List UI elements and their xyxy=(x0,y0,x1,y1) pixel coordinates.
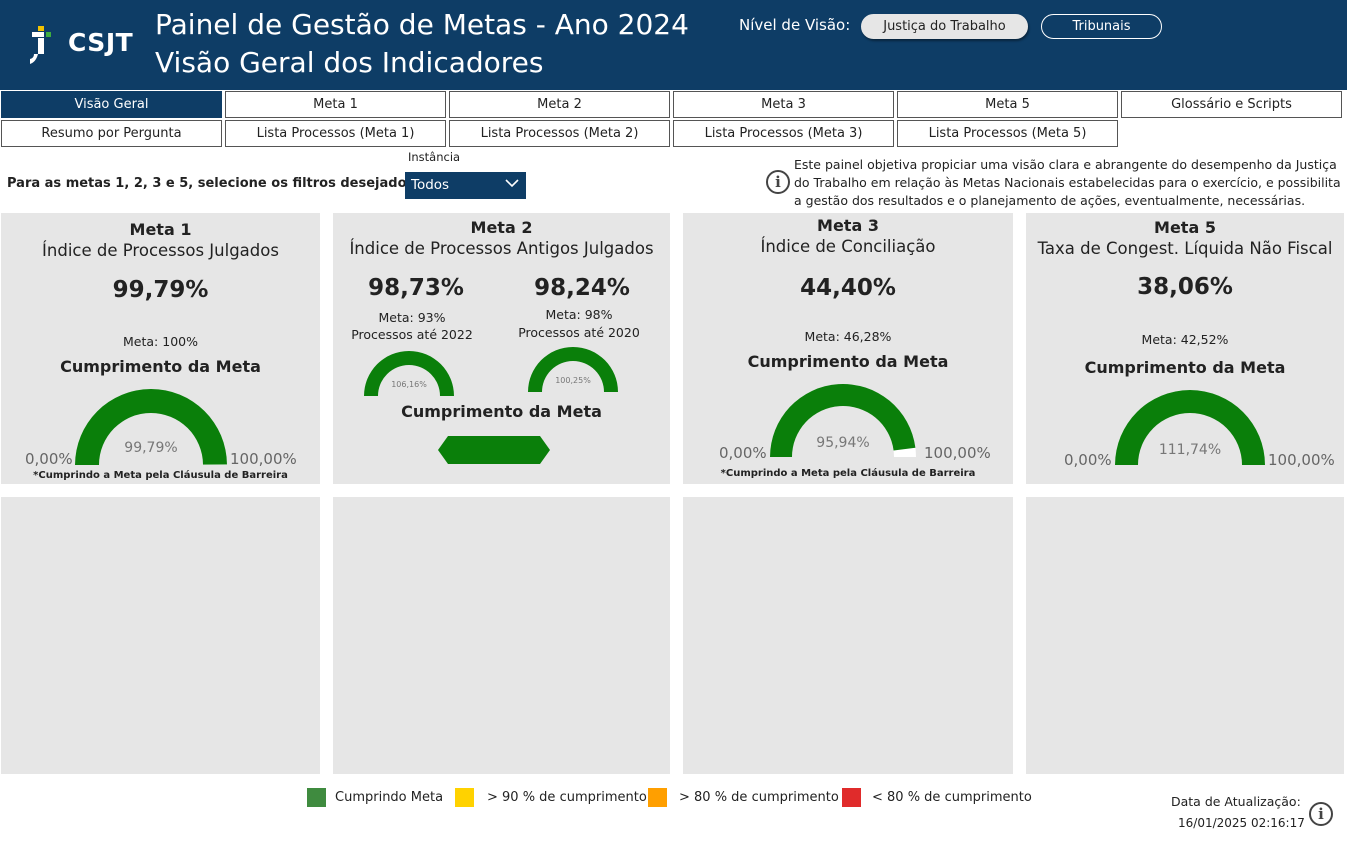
nivel-visao-label: Nível de Visão: xyxy=(739,16,851,34)
meta-5-value: 38,06% xyxy=(1137,274,1233,300)
meta-5-axis-max: 100,00% xyxy=(1268,451,1335,469)
tab-resumo-pergunta[interactable]: Resumo por Pergunta xyxy=(1,120,222,147)
empty-panel-4 xyxy=(1026,497,1344,774)
meta-2a-gauge-value: 106,16% xyxy=(391,380,427,389)
tab-meta-5[interactable]: Meta 5 xyxy=(897,91,1118,118)
legend-label: > 80 % de cumprimento xyxy=(679,790,839,805)
filter-label: Para as metas 1, 2, 3 e 5, selecione os … xyxy=(7,176,420,191)
page-subtitle: Visão Geral dos Indicadores xyxy=(155,46,544,79)
meta-1-note: *Cumprindo a Meta pela Cláusula de Barre… xyxy=(33,470,288,481)
meta-3-gauge xyxy=(770,384,916,457)
tab-meta-3[interactable]: Meta 3 xyxy=(673,91,894,118)
meta-2b-gauge xyxy=(528,347,618,392)
page-title: Painel de Gestão de Metas - Ano 2024 xyxy=(155,8,689,41)
csjt-logo-mark-icon xyxy=(30,26,51,64)
tab-lista-meta-3[interactable]: Lista Processos (Meta 3) xyxy=(673,120,894,147)
info-icon[interactable]: i xyxy=(766,170,790,194)
tab-lista-meta-2[interactable]: Lista Processos (Meta 2) xyxy=(449,120,670,147)
panel-description: Este painel objetiva propiciar uma visão… xyxy=(794,157,1341,208)
logo-text: CSJT xyxy=(68,28,134,57)
meta-5-subtitle: Taxa de Congest. Líquida Não Fiscal xyxy=(1037,239,1333,258)
meta-2b-target: Meta: 98% xyxy=(545,307,613,322)
meta-3-title: Meta 3 xyxy=(817,216,879,235)
meta-2b-processos: Processos até 2020 xyxy=(518,325,640,340)
meta-2-cumprimento-label: Cumprimento da Meta xyxy=(401,402,602,421)
tab-lista-meta-1[interactable]: Lista Processos (Meta 1) xyxy=(225,120,446,147)
tab-visao-geral[interactable]: Visão Geral xyxy=(1,91,222,118)
header-bar: CSJT Painel de Gestão de Metas - Ano 202… xyxy=(0,0,1347,90)
meta-1-axis-min: 0,00% xyxy=(25,450,73,468)
meta-1-value: 99,79% xyxy=(112,277,209,303)
instancia-value: Todos xyxy=(411,177,450,193)
meta-1-gauge-value: 99,79% xyxy=(124,440,178,456)
meta-1-axis-max: 100,00% xyxy=(230,450,297,468)
meta-3-subtitle: Índice de Conciliação xyxy=(760,237,936,256)
csjt-logo: CSJT xyxy=(30,18,134,68)
meta-2a-gauge xyxy=(364,351,454,396)
meta-3-axis-min: 0,00% xyxy=(719,444,767,462)
meta-2-subtitle: Índice de Processos Antigos Julgados xyxy=(349,239,654,258)
meta-5-title: Meta 5 xyxy=(1154,218,1216,237)
instancia-dropdown[interactable]: Todos xyxy=(405,172,526,199)
card-meta-2: Meta 2 Índice de Processos Antigos Julga… xyxy=(333,213,670,484)
legend-label: Cumprindo Meta xyxy=(335,790,444,805)
meta-2b-value: 98,24% xyxy=(534,275,630,301)
legend-swatch xyxy=(648,788,667,807)
legend-swatch xyxy=(307,788,326,807)
empty-panel-2 xyxy=(333,497,670,774)
meta-5-cumprimento-label: Cumprimento da Meta xyxy=(1084,358,1286,377)
empty-panel-1 xyxy=(1,497,320,774)
meta-1-gauge xyxy=(75,389,227,465)
card-meta-3: Meta 3 Índice de Conciliação 44,40% Meta… xyxy=(683,213,1013,484)
meta-2-title: Meta 2 xyxy=(470,218,533,237)
empty-panel-3 xyxy=(683,497,1013,774)
update-label: Data de Atualização: xyxy=(1171,794,1301,809)
meta-2-combined-indicator xyxy=(438,436,550,464)
meta-3-target: Meta: 46,28% xyxy=(804,329,892,344)
meta-1-title: Meta 1 xyxy=(129,220,192,239)
card-meta-5: Meta 5 Taxa de Congest. Líquida Não Fisc… xyxy=(1026,213,1344,484)
meta-3-note: *Cumprindo a Meta pela Cláusula de Barre… xyxy=(720,468,976,479)
card-meta-1: Meta 1 Índice de Processos Julgados 99,7… xyxy=(1,213,320,484)
tab-meta-2[interactable]: Meta 2 xyxy=(449,91,670,118)
nivel-tribunais-button[interactable]: Tribunais xyxy=(1041,14,1162,39)
meta-5-gauge-value: 111,74% xyxy=(1158,442,1222,458)
update-date: 16/01/2025 02:16:17 xyxy=(1178,816,1305,830)
meta-2a-target: Meta: 93% xyxy=(378,310,446,325)
meta-3-cumprimento-label: Cumprimento da Meta xyxy=(747,352,949,371)
meta-1-subtitle: Índice de Processos Julgados xyxy=(42,241,279,260)
meta-5-target: Meta: 42,52% xyxy=(1141,332,1229,347)
meta-1-target: Meta: 100% xyxy=(123,334,198,349)
instancia-label: Instância xyxy=(408,150,461,164)
meta-3-value: 44,40% xyxy=(800,275,896,301)
info-icon[interactable]: i xyxy=(1309,802,1333,826)
meta-5-axis-min: 0,00% xyxy=(1064,451,1112,469)
tab-glossario[interactable]: Glossário e Scripts xyxy=(1121,91,1342,118)
legend-swatch xyxy=(455,788,474,807)
meta-5-gauge xyxy=(1115,390,1265,465)
meta-1-cumprimento-label: Cumprimento da Meta xyxy=(60,357,261,376)
chevron-down-icon xyxy=(505,179,519,188)
legend-label: < 80 % de cumprimento xyxy=(872,790,1032,805)
meta-2b-gauge-value: 100,25% xyxy=(555,376,591,385)
nivel-justica-button[interactable]: Justiça do Trabalho xyxy=(861,14,1028,39)
meta-3-axis-max: 100,00% xyxy=(924,444,991,462)
meta-2a-processos: Processos até 2022 xyxy=(351,327,473,342)
legend-label: > 90 % de cumprimento xyxy=(487,790,647,805)
meta-2a-value: 98,73% xyxy=(368,275,464,301)
tab-meta-1[interactable]: Meta 1 xyxy=(225,91,446,118)
legend-swatch xyxy=(842,788,861,807)
meta-3-gauge-value: 95,94% xyxy=(816,435,870,451)
tab-lista-meta-5[interactable]: Lista Processos (Meta 5) xyxy=(897,120,1118,147)
